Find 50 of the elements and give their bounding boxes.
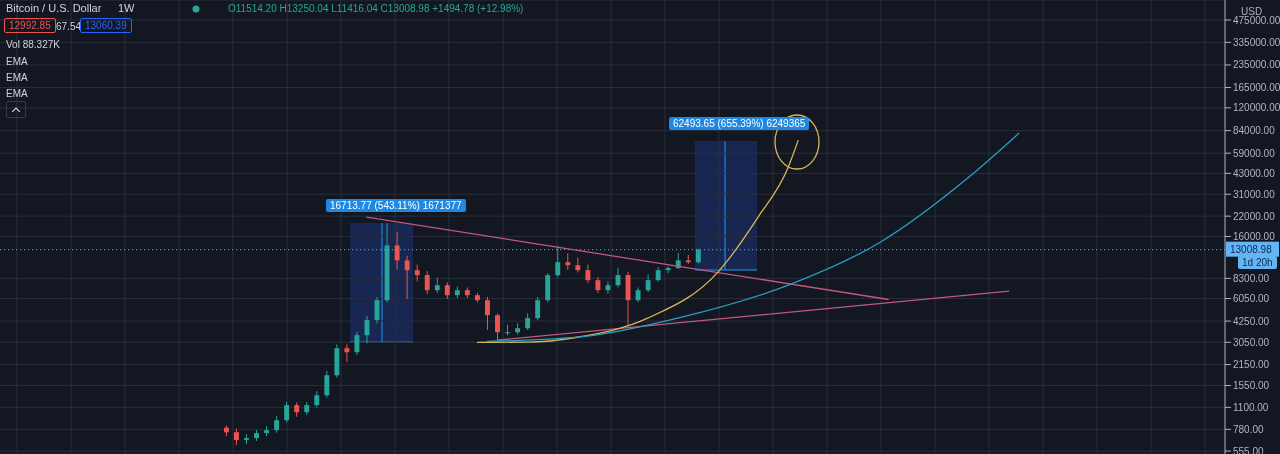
y-tick-label: 165000.00	[1233, 82, 1280, 94]
candlestick	[324, 370, 330, 399]
annotation: 13060.39	[80, 18, 132, 33]
ref-line-label: 13008.98	[1230, 243, 1273, 255]
y-tick-label: 1550.00	[1233, 380, 1270, 392]
candlestick	[394, 231, 400, 271]
annotation: EMA	[6, 56, 28, 67]
y-tick-label: 475000.00	[1233, 14, 1280, 26]
annotation: EMA	[6, 88, 28, 99]
y-tick-label: 555.00	[1233, 445, 1265, 454]
candlestick	[404, 255, 410, 300]
annotation: 16713.77 (543.11%) 1671377	[326, 199, 466, 212]
y-tick-label: 120000.00	[1233, 102, 1280, 114]
y-tick-label: 2150.00	[1233, 359, 1270, 371]
text: 1d 20h	[1238, 256, 1277, 269]
y-tick-label: 16000.00	[1233, 231, 1276, 243]
candlestick	[505, 324, 510, 336]
chart-subtitle: 1W	[118, 2, 135, 14]
y-tick-label: 335000.00	[1233, 36, 1280, 48]
y-axis-title: USD	[1241, 6, 1263, 17]
y-tick-label: 84000.00	[1233, 125, 1276, 137]
candlestick	[585, 264, 591, 284]
y-tick-label: 6050.00	[1233, 293, 1270, 305]
candlestick	[284, 401, 290, 423]
candlestick	[495, 312, 500, 341]
annotation: 12992.85	[4, 18, 56, 33]
y-tick-label: 780.00	[1233, 423, 1265, 435]
y-tick-label: 43000.00	[1233, 167, 1276, 179]
annotation: O11514.20 H13250.04 L11416.04 C13008.98 +1494.78 (+12.98%)	[228, 3, 524, 14]
y-tick-label: 8300.00	[1233, 272, 1270, 284]
y-tick-label: 4250.00	[1233, 315, 1270, 327]
y-tick-label: 3050.00	[1233, 336, 1270, 348]
y-tick-label: 31000.00	[1233, 188, 1276, 200]
candlestick	[344, 343, 350, 363]
candlestick	[485, 296, 490, 331]
line-series	[486, 132, 1020, 343]
y-tick-label: 59000.00	[1233, 147, 1276, 159]
y-tick-label: 1100.00	[1233, 401, 1269, 413]
chart-title: Bitcoin / U.S. Dollar	[6, 2, 102, 14]
line-series	[476, 139, 799, 343]
annotation: EMA	[6, 72, 28, 83]
candlestick	[354, 331, 360, 356]
y-tick-label: 22000.00	[1233, 210, 1276, 222]
annotation: 62493.65 (655.39%) 6249365	[669, 117, 810, 130]
candlestick	[535, 296, 541, 321]
candlestick	[555, 245, 561, 278]
annotation: Vol 88.327K	[6, 39, 60, 50]
y-tick-label: 235000.00	[1233, 59, 1280, 71]
annotation: 67.54	[56, 21, 82, 32]
candlestick	[424, 270, 430, 295]
